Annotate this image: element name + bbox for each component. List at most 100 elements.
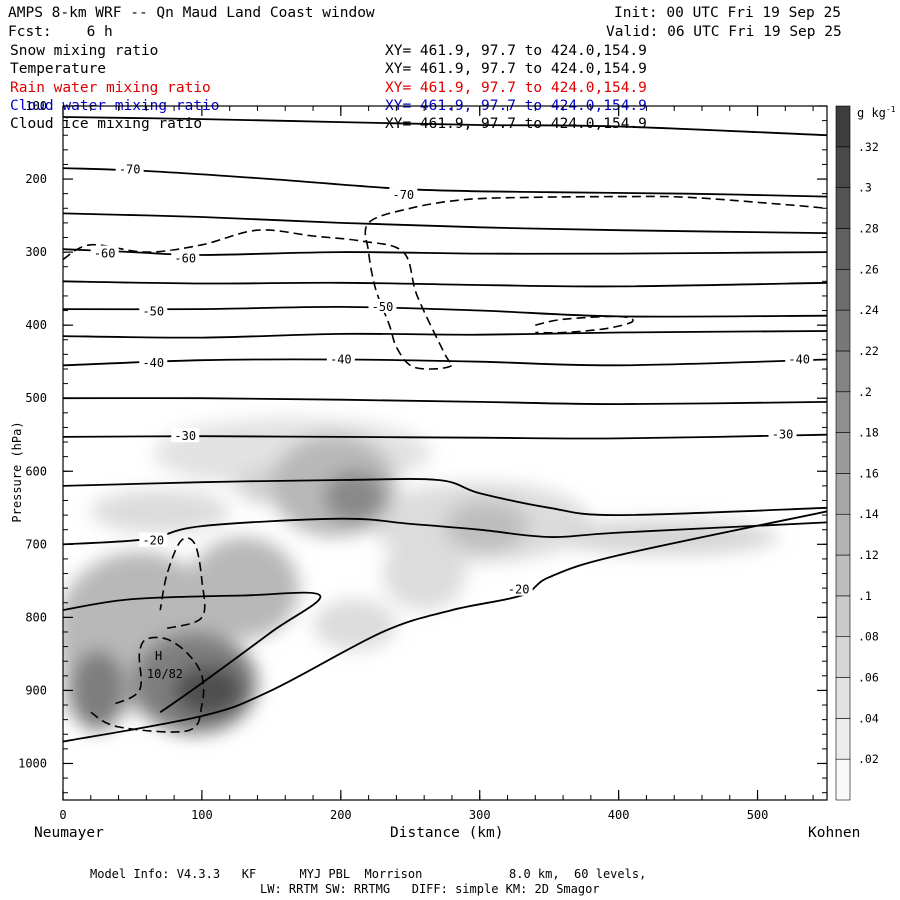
contour-label: -40 (788, 352, 810, 366)
colorbar-tick-label: .2 (858, 385, 872, 399)
snow-mixing-shading (324, 471, 386, 523)
y-tick-label: 500 (25, 391, 47, 405)
contour-label: -20 (508, 583, 530, 597)
colorbar-bin (835, 309, 851, 352)
model-info-line2: LW: RRTM SW: RRTMG DIFF: simple KM: 2D S… (260, 882, 600, 896)
x-tick-label: 0 (59, 808, 66, 822)
colorbar-tick-label: .18 (858, 426, 879, 440)
y-tick-label: 700 (25, 537, 47, 551)
snow-mixing-shading (188, 537, 300, 640)
colorbar-tick-label: .06 (858, 671, 879, 685)
colorbar-tick-label: .12 (858, 548, 879, 562)
field-name: Rain water mixing ratio (10, 79, 211, 96)
x-tick-label: 200 (330, 808, 352, 822)
colorbar-bin (835, 473, 851, 515)
snow-mixing-shading (382, 537, 466, 611)
x-tick-label: 300 (469, 808, 491, 822)
colorbar-tick-label: .02 (858, 752, 879, 766)
contour-label: -40 (142, 356, 164, 370)
colorbar-bin (835, 636, 851, 678)
field-xy: XY= 461.9, 97.7 to 424.0,154.9 (385, 97, 647, 114)
temperature-isotherm (63, 280, 827, 288)
temperature-isotherm (63, 591, 322, 714)
colorbar-unit: g kg-1 (857, 102, 896, 121)
temperature-isotherm (63, 248, 827, 256)
colorbar-bin (835, 758, 851, 801)
snow-mixing-shading (63, 602, 94, 720)
contour-label-bg (90, 245, 119, 260)
max-marker-symbol: H (155, 649, 162, 663)
forecast-hour: Fcst: 6 h (8, 24, 113, 40)
contour-label-bg (171, 428, 200, 443)
x-tick-label: 500 (747, 808, 769, 822)
y-tick-label: 400 (25, 318, 47, 332)
colorbar-tick-label: .08 (858, 630, 879, 644)
contour-label: -60 (94, 247, 116, 261)
contour-label-bg (326, 351, 355, 366)
snow-mixing-shading (556, 518, 779, 556)
contour-label: -50 (372, 300, 394, 314)
temperature-isotherm (63, 212, 827, 234)
contour-label-bg (171, 250, 200, 265)
colorbar-tick-label: .24 (858, 303, 879, 317)
contour-label: -70 (119, 163, 141, 177)
temperature-isotherm (63, 397, 827, 406)
colorbar-bin (835, 554, 851, 597)
max-marker-label: 10/82 (147, 667, 183, 681)
contour-label-bg (768, 426, 797, 441)
contour-label-bg (785, 351, 814, 366)
contour-label: -70 (392, 188, 414, 202)
colorbar-tick-label: .28 (858, 221, 879, 235)
colorbar-tick-label: .14 (858, 507, 879, 521)
temperature-isotherm (63, 433, 827, 440)
field-name: Cloud water mixing ratio (10, 97, 220, 114)
contour-label: -40 (330, 352, 352, 366)
colorbar-bin (835, 677, 851, 719)
cloud-ice-contour (63, 195, 827, 370)
temperature-isotherm (63, 330, 827, 339)
colorbar-bin (835, 187, 851, 229)
contour-label-bg (389, 187, 418, 202)
colorbar-bin (835, 146, 851, 188)
field-name: Temperature (10, 61, 107, 78)
y-tick-label: 600 (25, 464, 47, 478)
snow-mixing-shading (132, 631, 258, 735)
colorbar-bin (835, 268, 851, 311)
y-tick-label: 300 (25, 245, 47, 259)
init-time: Init: 00 UTC Fri 19 Sep 25 (614, 5, 841, 21)
chart-title: AMPS 8-km WRF -- Qn Maud Land Coast wind… (8, 5, 375, 21)
y-tick-label: 900 (25, 683, 47, 697)
contour-label-bg (139, 355, 168, 370)
y-tick-label: 800 (25, 610, 47, 624)
contour-label-bg (139, 303, 168, 318)
colorbar-tick-label: .22 (858, 344, 879, 358)
x-tick-label: 100 (191, 808, 213, 822)
colorbar-tick-label: .16 (858, 466, 879, 480)
cloud-ice-contour (159, 537, 206, 630)
colorbar-bin (835, 391, 851, 433)
snow-mixing-shading (236, 467, 307, 505)
colorbar-bin (835, 595, 851, 638)
contour-label: -30 (174, 429, 196, 443)
contour-label: -50 (142, 304, 164, 318)
colorbar-tick-label: .32 (858, 140, 879, 154)
contour-label-bg (115, 161, 144, 176)
colorbar-tick-label: .3 (858, 181, 872, 195)
field-xy: XY= 461.9, 97.7 to 424.0,154.9 (385, 116, 647, 133)
temperature-isotherm (63, 510, 827, 743)
colorbar-tick-label: .26 (858, 262, 879, 276)
colorbar-bin (835, 718, 851, 760)
field-name: Cloud ice mixing ratio (10, 116, 203, 133)
field-xy: XY= 461.9, 97.7 to 424.0,154.9 (385, 43, 647, 59)
contour-label-bg (368, 298, 397, 313)
contour-label: -60 (174, 252, 196, 266)
x-tick-label: 400 (608, 808, 630, 822)
contour-label: -30 (772, 428, 794, 442)
x-endpoint-left: Neumayer (34, 825, 104, 841)
colorbar-tick-label: .04 (858, 711, 879, 725)
colorbar-bin (835, 228, 851, 270)
temperature-isotherm (63, 358, 827, 367)
model-info-line1: Model Info: V4.3.3 KF MYJ PBL Morrison 8… (90, 867, 647, 881)
cloud-ice-contour (535, 315, 634, 334)
